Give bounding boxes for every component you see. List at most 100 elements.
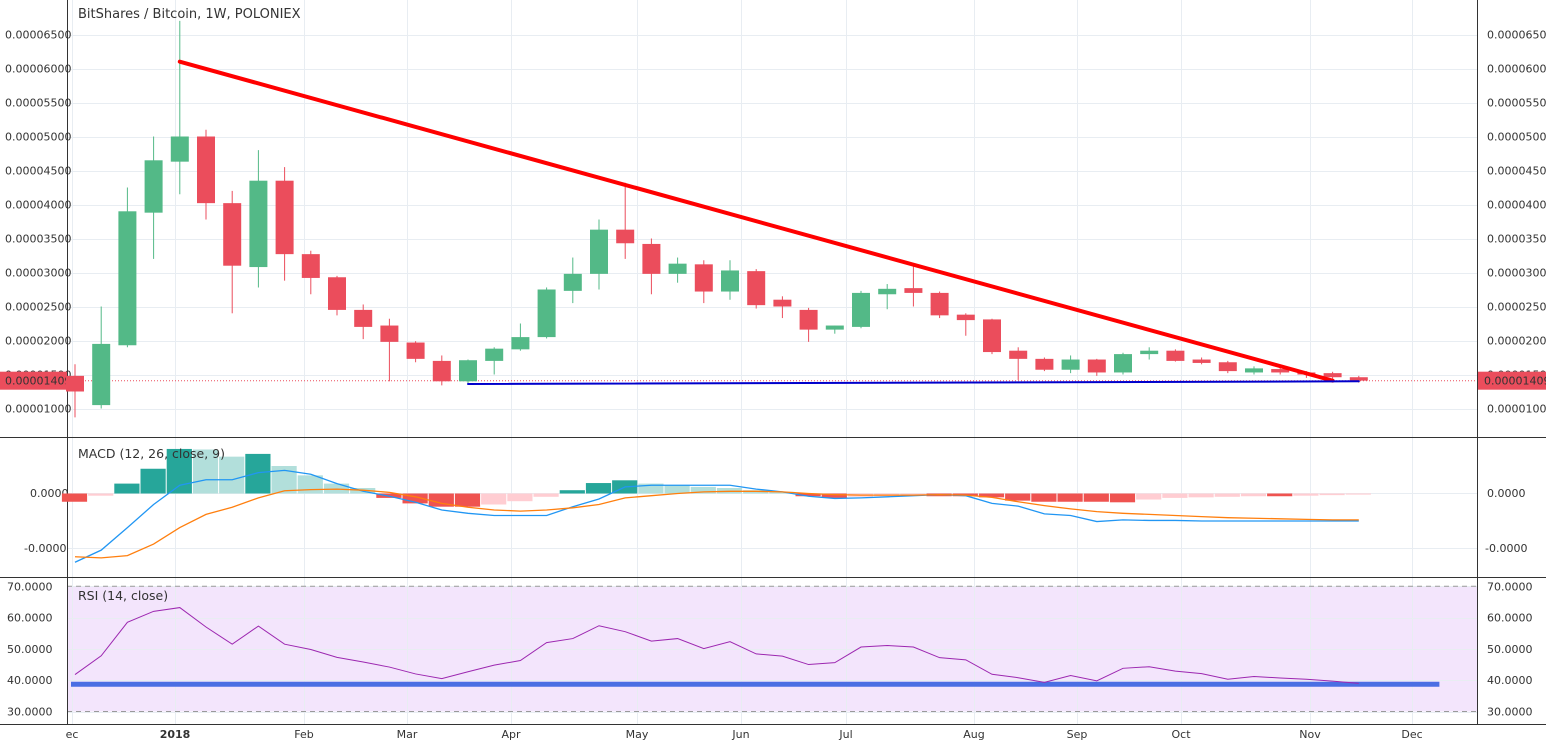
macd-axis-right-label: -0.0000: [1485, 542, 1527, 555]
price-axis-left-label: 0.00002500: [5, 301, 71, 314]
candle: [590, 219, 608, 290]
candle-body: [799, 309, 818, 330]
candle: [1218, 360, 1237, 374]
rsi-axis-left-label: 60.0000: [7, 612, 53, 625]
macd-histogram-bar: [192, 449, 219, 494]
candle: [616, 182, 635, 259]
time-axis-label: May: [626, 728, 649, 741]
macd-histogram-bar: [690, 486, 716, 494]
candle-body: [92, 343, 111, 406]
candle: [1323, 371, 1342, 380]
candle: [66, 364, 84, 418]
last-price-tag-right: [1478, 371, 1546, 390]
candle: [223, 190, 242, 314]
time-axis-label: Oct: [1171, 728, 1191, 741]
candle: [563, 257, 582, 304]
candle: [459, 359, 477, 385]
macd-axis-left-label: 0.0000: [30, 487, 69, 500]
candle-body: [1035, 358, 1054, 370]
candle-body: [275, 180, 294, 255]
candle: [197, 129, 215, 220]
macd-histogram-bar: [795, 493, 821, 497]
macd-histogram-bar: [1057, 493, 1083, 502]
rsi-axis-right-label: 70.0000: [1487, 580, 1533, 593]
candle-body: [694, 264, 713, 292]
candle: [1035, 357, 1054, 372]
candle: [878, 284, 897, 310]
price-axis-left-label: 0.00001000: [5, 403, 71, 416]
chart-title: BitShares / Bitcoin, 1W, POLONIEX: [78, 7, 301, 22]
candles: [66, 20, 1368, 418]
candle-body: [459, 360, 477, 382]
macd-histogram-bar: [1083, 493, 1109, 502]
price-axis-left-label: 0.00003000: [5, 267, 71, 280]
candle: [956, 313, 975, 336]
candle: [537, 287, 556, 339]
candle-body: [721, 270, 739, 292]
candle-body: [1323, 373, 1342, 378]
macd-histogram-bar: [664, 485, 690, 494]
candle-body: [878, 288, 897, 295]
candle-body: [118, 211, 137, 346]
candle-body: [249, 180, 268, 268]
candle: [249, 150, 268, 288]
macd-axis-right-label: 0.0000: [1487, 487, 1526, 500]
candle-body: [354, 309, 373, 327]
candle-body: [747, 271, 766, 306]
macd-histogram-bar: [1005, 493, 1031, 501]
candle: [144, 136, 163, 259]
macd-histogram-bar: [978, 493, 1005, 498]
candle-body: [904, 288, 923, 293]
candle-body: [668, 263, 687, 274]
price-axis-left-label: 0.00005500: [5, 97, 71, 110]
candle: [1140, 347, 1159, 360]
rsi-axis-left-label: 40.0000: [7, 674, 53, 687]
candle-body: [170, 136, 189, 162]
macd-title: MACD (12, 26, close, 9): [78, 446, 225, 461]
time-axis-label: Feb: [294, 728, 313, 741]
candle-body: [485, 348, 504, 361]
descending-trendline: [177, 59, 1335, 383]
time-axis-label: Aug: [963, 728, 984, 741]
rsi-axis-right-label: 60.0000: [1487, 612, 1533, 625]
candle: [642, 238, 661, 295]
macd-histogram-bar: [114, 483, 140, 494]
candle: [170, 20, 189, 195]
rsi-title: RSI (14, close): [78, 588, 169, 603]
candle-body: [144, 160, 163, 213]
candle: [1061, 355, 1080, 374]
time-axis-label: Jun: [731, 728, 749, 741]
candle: [773, 296, 792, 319]
candle: [930, 291, 949, 319]
price-axis-left-label: 0.00005000: [5, 131, 71, 144]
candle: [92, 306, 111, 409]
rsi-axis-right-label: 50.0000: [1487, 643, 1533, 656]
candle-body: [1192, 359, 1211, 363]
macd-histogram-bar: [1162, 493, 1188, 498]
time-axis-label: Sep: [1067, 728, 1088, 741]
candle: [1114, 352, 1132, 375]
macd-histogram-bar: [428, 493, 454, 507]
candle: [852, 290, 870, 329]
candle: [432, 355, 451, 386]
candle-body: [66, 375, 84, 392]
macd-histogram-bar: [219, 456, 245, 494]
macd-histogram-bar: [245, 453, 271, 494]
rsi-axis-right-label: 30.0000: [1487, 706, 1533, 719]
macd-histogram-bar: [821, 493, 847, 498]
candle: [747, 269, 766, 309]
candle: [1271, 367, 1290, 375]
candle-body: [223, 203, 242, 266]
candle-body: [1218, 362, 1237, 372]
rsi-band: [67, 586, 1477, 712]
rsi-axis-left-label: 50.0000: [7, 643, 53, 656]
price-axis-left-label: 0.00006500: [5, 29, 71, 42]
macd-line: [74, 469, 1359, 563]
macd-histogram-bar: [585, 483, 612, 494]
candle: [983, 318, 1001, 355]
price-axis-left-label: 0.00006000: [5, 63, 71, 76]
candle: [380, 318, 399, 382]
macd-histogram-bar: [1293, 493, 1319, 496]
